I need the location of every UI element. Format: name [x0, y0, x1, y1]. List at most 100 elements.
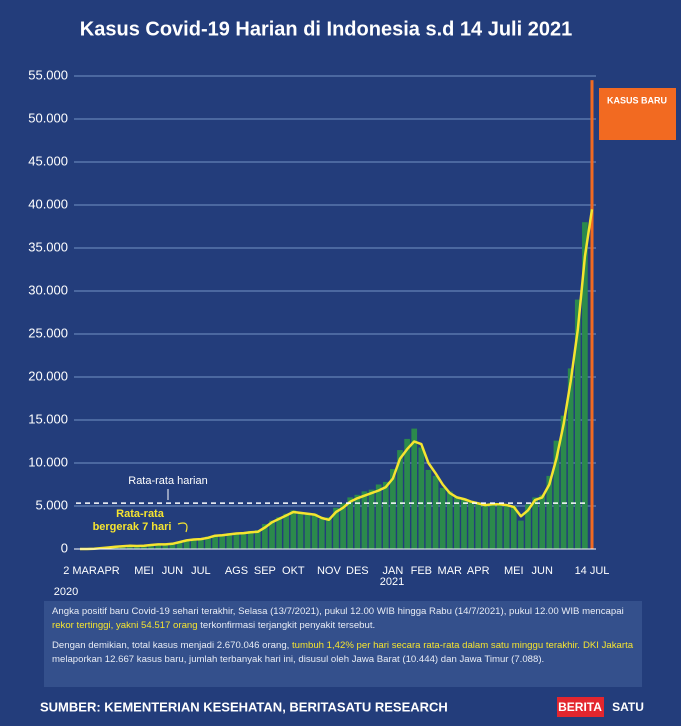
x-tick-label: JUN [532, 565, 553, 577]
note-highlight: rekor tertinggi, yakni 54.517 orang [52, 620, 198, 631]
callout-box [599, 88, 676, 140]
note: Angka positif baru Covid-19 sehari terak… [52, 605, 634, 633]
bar [482, 504, 489, 549]
bar [489, 502, 496, 549]
x-tick-label: OKT [282, 565, 305, 577]
bar [304, 512, 311, 549]
x-tick-label: JUN [162, 565, 183, 577]
y-tick-label: 50.000 [28, 110, 68, 125]
bar [254, 530, 261, 549]
y-tick-label: 10.000 [28, 454, 68, 469]
bar [126, 545, 133, 549]
bar [461, 498, 467, 549]
x-tick-label: SEP [254, 565, 276, 577]
y-tick-label: 30.000 [28, 282, 68, 297]
bar [311, 513, 318, 549]
logo-text: SATU [612, 700, 644, 714]
x-tick-label: FEB [411, 565, 432, 577]
bar [119, 546, 126, 549]
chart-title: Kasus Covid-19 Harian di Indonesia s.d 1… [80, 18, 572, 40]
average-label: Rata-rata harian [128, 475, 208, 487]
x-tick-label: MEI [504, 565, 524, 577]
note-text: Angka positif baru Covid-19 sehari terak… [52, 606, 624, 617]
source: SUMBER: KEMENTERIAN KESEHATAN, BERITASAT… [40, 699, 448, 714]
bar [219, 534, 226, 549]
bar [432, 475, 439, 549]
bar [439, 487, 446, 549]
note: Dengan demikian, total kasus menjadi 2.6… [52, 639, 634, 667]
x-tick-label: MEI [134, 565, 154, 577]
y-tick-label: 5.000 [35, 497, 68, 512]
line-annotation: bergerak 7 hari [93, 521, 172, 533]
y-tick-label: 20.000 [28, 368, 68, 383]
x-tick-label: JAN [382, 565, 403, 577]
bar [361, 491, 368, 549]
annotation-arrow [177, 522, 188, 533]
x-tick-label: APR [467, 565, 490, 577]
bar [368, 489, 375, 549]
bar [148, 544, 154, 549]
y-tick-label: 40.000 [28, 196, 68, 211]
bar [169, 543, 176, 549]
y-tick-label: 35.000 [28, 239, 68, 254]
x-tick-label: AGS [225, 565, 248, 577]
x-tick-label: JUL [191, 565, 211, 577]
x-tick-label: APR [97, 565, 120, 577]
bar [297, 512, 304, 549]
bar [233, 532, 240, 549]
bar [226, 533, 233, 549]
x-tick-label: MAR [438, 565, 463, 577]
x-tick-label: 14 JUL [575, 565, 610, 577]
bar [340, 503, 346, 549]
bar [582, 222, 588, 549]
note-text: melaporkan 12.667 kasus baru, jumlah ter… [52, 654, 545, 665]
bar [475, 502, 482, 549]
bar [176, 541, 183, 549]
logo-text: BERITA [558, 700, 602, 714]
logo-box [557, 697, 604, 717]
bar [411, 428, 418, 549]
y-tick-label: 45.000 [28, 153, 68, 168]
year-label: 2020 [54, 586, 78, 598]
bar [503, 504, 510, 549]
bar [468, 500, 474, 549]
bar [567, 368, 574, 549]
bar [269, 520, 275, 549]
y-tick-label: 15.000 [28, 411, 68, 426]
bar [290, 510, 297, 549]
bar [333, 507, 339, 549]
bar [198, 538, 204, 549]
bar [318, 518, 325, 549]
bar [510, 506, 517, 549]
note-text: Dengan demikian, total kasus menjadi 2.6… [52, 640, 292, 651]
y-tick-label: 55.000 [28, 67, 68, 82]
bar [205, 536, 211, 549]
bar [347, 497, 354, 549]
bar [525, 504, 531, 549]
bar [553, 440, 560, 549]
bar [141, 545, 147, 549]
x-tick-label: DES [346, 565, 369, 577]
bar [574, 299, 581, 549]
bar [532, 497, 538, 549]
moving-average-line [80, 209, 594, 551]
bar [397, 450, 403, 549]
bar [382, 481, 389, 549]
note-highlight: DKI Jakarta [582, 640, 634, 651]
x-tick-label: 2 MAR [63, 565, 97, 577]
y-tick-label: 0 [61, 540, 68, 555]
y-tick-label: 25.000 [28, 325, 68, 340]
bar [496, 503, 503, 549]
bar [446, 491, 453, 549]
bar [560, 415, 567, 549]
callout-label: KASUS BARU [607, 95, 667, 105]
bar [539, 494, 546, 549]
bar [190, 538, 197, 549]
bar [546, 475, 553, 549]
note-text: terkonfirmasi terjangkit penyakit terseb… [197, 620, 376, 631]
bar [283, 513, 290, 549]
bar [454, 497, 460, 549]
bar [247, 530, 254, 549]
bar [326, 517, 332, 549]
